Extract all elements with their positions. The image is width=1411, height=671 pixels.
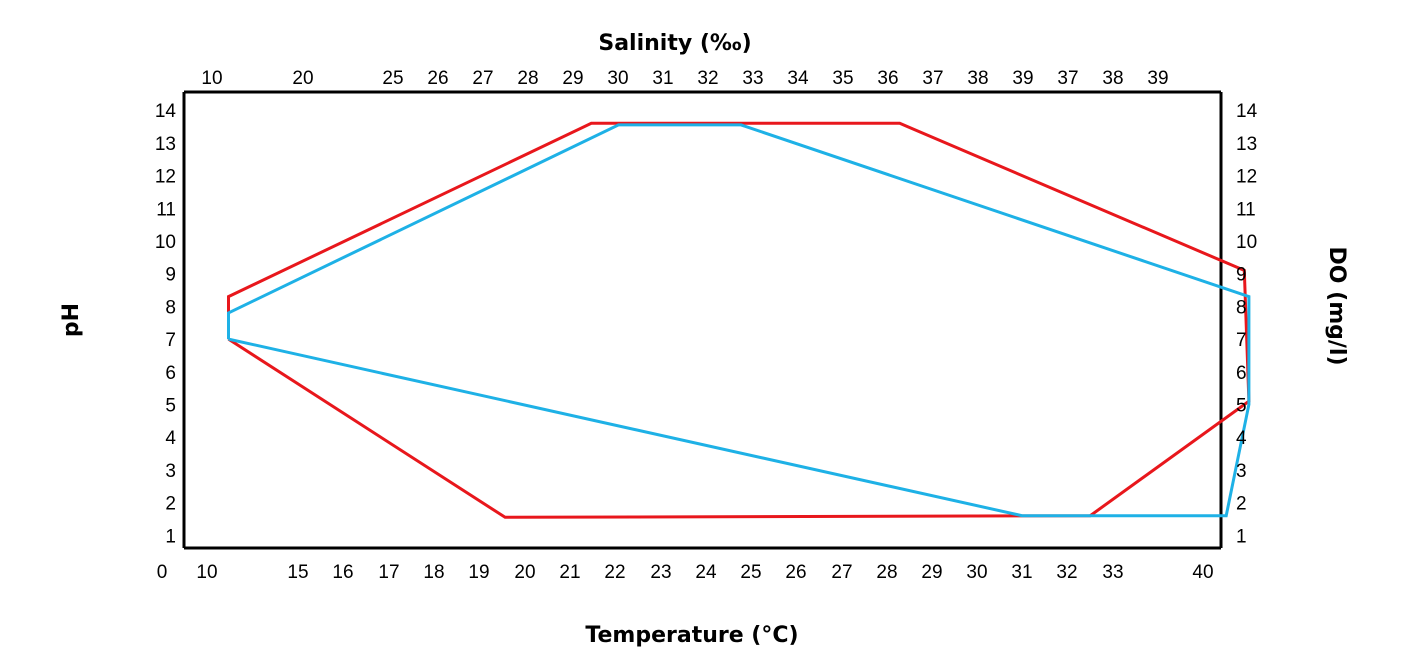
left-tick-label: 12 xyxy=(155,167,176,188)
bottom-tick-label: 25 xyxy=(740,562,761,583)
top-tick-label: 30 xyxy=(607,68,628,89)
left-tick-label: 13 xyxy=(155,134,176,155)
right-tick-label: 9 xyxy=(1236,265,1247,286)
bottom-tick-label: 22 xyxy=(604,562,625,583)
bottom-tick-label: 10 xyxy=(196,562,217,583)
left-axis-title: pH xyxy=(59,303,84,337)
left-tick-label: 2 xyxy=(165,494,176,515)
bottom-axis-title: Temperature (°C) xyxy=(585,623,798,648)
right-tick-label: 14 xyxy=(1236,101,1258,122)
right-tick-label: 12 xyxy=(1236,167,1257,188)
top-tick-label: 38 xyxy=(1102,68,1123,89)
top-tick-label: 29 xyxy=(562,68,583,89)
bottom-tick-label: 27 xyxy=(831,562,852,583)
top-tick-label: 20 xyxy=(292,68,313,89)
bottom-tick-label: 18 xyxy=(423,562,444,583)
right-tick-label: 13 xyxy=(1236,134,1257,155)
left-tick-label: 4 xyxy=(165,428,176,449)
top-tick-label: 25 xyxy=(382,68,403,89)
right-axis-title: DO (mg/l) xyxy=(1324,247,1349,366)
top-tick-label: 34 xyxy=(787,68,809,89)
left-tick-label: 3 xyxy=(165,461,176,482)
right-tick-label: 6 xyxy=(1236,363,1247,384)
bottom-tick-label: 23 xyxy=(650,562,671,583)
top-tick-label: 28 xyxy=(517,68,538,89)
left-tick-label: 10 xyxy=(155,232,176,253)
top-tick-label: 35 xyxy=(832,68,853,89)
right-tick-label: 11 xyxy=(1236,199,1256,220)
top-tick-label: 32 xyxy=(697,68,718,89)
top-tick-label: 27 xyxy=(472,68,493,89)
left-tick-label: 14 xyxy=(155,101,177,122)
left-tick-label: 11 xyxy=(156,199,176,220)
right-tick-label: 2 xyxy=(1236,494,1247,515)
bottom-tick-label: 33 xyxy=(1102,562,1123,583)
top-axis-title: Salinity (‰) xyxy=(598,31,751,56)
bottom-tick-label: 20 xyxy=(514,562,535,583)
top-tick-label: 39 xyxy=(1012,68,1033,89)
right-tick-label: 8 xyxy=(1236,297,1247,318)
bottom-tick-label: 15 xyxy=(287,562,308,583)
right-tick-label: 10 xyxy=(1236,232,1257,253)
top-tick-label: 31 xyxy=(652,68,673,89)
top-tick-label: 36 xyxy=(877,68,898,89)
series-polygon-1 xyxy=(227,121,1251,519)
bottom-tick-label: 40 xyxy=(1192,562,1213,583)
bottom-tick-label: 32 xyxy=(1056,562,1077,583)
bottom-tick-label: 28 xyxy=(876,562,897,583)
left-tick-label: 1 xyxy=(165,526,176,547)
right-tick-label: 5 xyxy=(1236,396,1247,417)
top-tick-label: 33 xyxy=(742,68,763,89)
top-tick-label: 37 xyxy=(1057,68,1078,89)
left-tick-label: 8 xyxy=(165,297,176,318)
right-tick-label: 7 xyxy=(1236,330,1247,351)
series-polygon-2 xyxy=(227,123,1251,518)
top-tick-label: 10 xyxy=(201,68,222,89)
left-tick-label: 5 xyxy=(165,396,176,417)
top-tick-label: 39 xyxy=(1147,68,1168,89)
top-tick-label: 26 xyxy=(427,68,448,89)
bottom-tick-label: 30 xyxy=(966,562,987,583)
bottom-tick-label: 17 xyxy=(378,562,399,583)
right-tick-label: 3 xyxy=(1236,461,1247,482)
left-tick-label: 7 xyxy=(165,330,176,351)
bottom-tick-label: 19 xyxy=(468,562,489,583)
bottom-tick-label: 31 xyxy=(1011,562,1032,583)
bottom-tick-label: 29 xyxy=(921,562,942,583)
bottom-tick-label: 16 xyxy=(332,562,353,583)
left-tick-label: 9 xyxy=(165,265,176,286)
bottom-tick-label: 26 xyxy=(785,562,806,583)
right-tick-label: 4 xyxy=(1236,428,1247,449)
bottom-tick-label: 0 xyxy=(157,562,168,583)
left-tick-label: 6 xyxy=(165,363,176,384)
bottom-tick-label: 24 xyxy=(695,562,717,583)
top-tick-label: 37 xyxy=(922,68,943,89)
bottom-tick-label: 21 xyxy=(559,562,580,583)
right-tick-label: 1 xyxy=(1236,526,1247,547)
top-tick-label: 38 xyxy=(967,68,988,89)
